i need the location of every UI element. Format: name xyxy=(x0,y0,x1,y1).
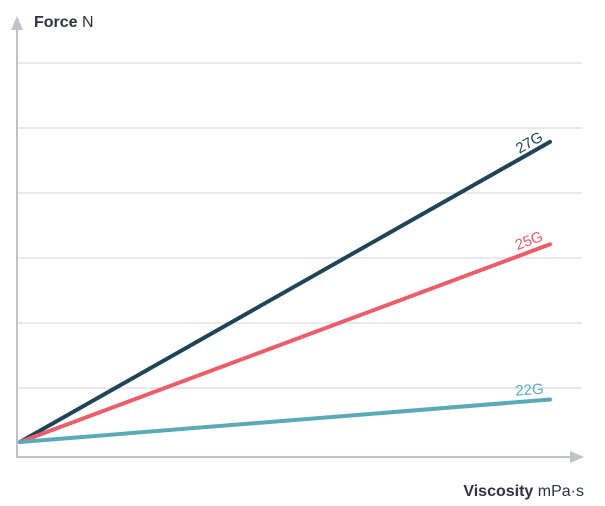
y-axis-arrow xyxy=(11,16,23,30)
y-axis-label: Force xyxy=(34,14,78,31)
y-axis-unit: N xyxy=(82,14,94,31)
series-lines xyxy=(18,139,552,444)
series-label-22g: 22G xyxy=(515,381,545,400)
x-axis-title: Viscosity mPa·s xyxy=(463,483,584,500)
x-axis-unit: mPa·s xyxy=(538,483,584,500)
axes xyxy=(11,16,584,463)
y-axis-title: Force N xyxy=(34,14,94,31)
series-line-22g xyxy=(18,397,552,444)
series-label-25g: 25G xyxy=(513,228,546,254)
series-line-25g xyxy=(18,242,552,444)
x-axis-label: Viscosity xyxy=(463,483,533,500)
x-axis-arrow xyxy=(570,451,584,463)
series-line-27g xyxy=(18,139,552,444)
